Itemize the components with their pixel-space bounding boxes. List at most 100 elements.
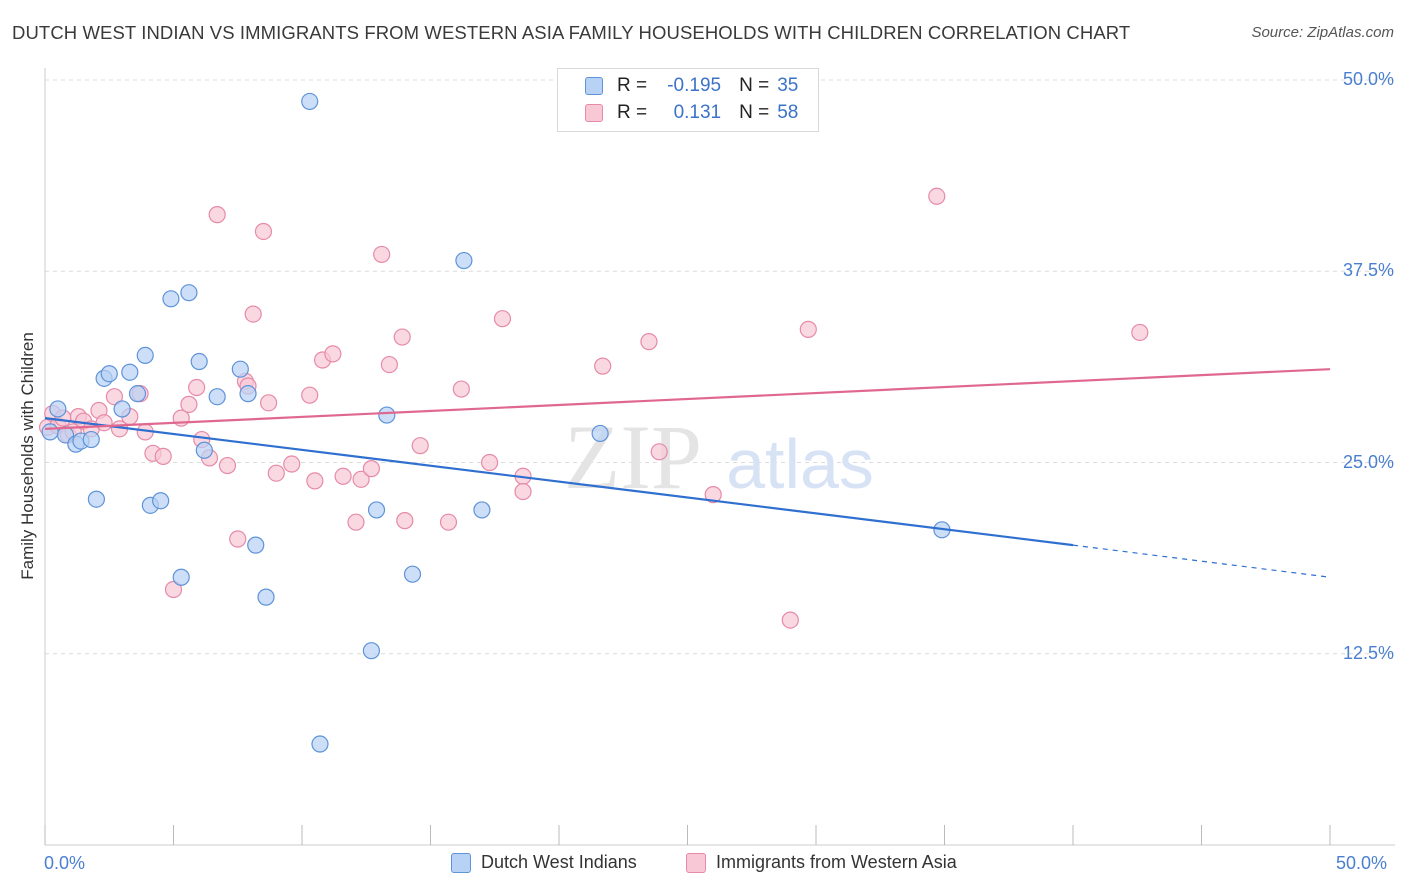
blue-trend-line [44, 417, 1074, 547]
pink-point [154, 447, 172, 465]
pink-point [218, 456, 237, 475]
n-value: 35 [777, 75, 799, 96]
blue-point [82, 430, 100, 449]
pink-point [362, 460, 380, 478]
pink-point [452, 380, 470, 398]
pink-point [799, 320, 817, 338]
pink-point [594, 357, 612, 375]
legend-item-dutch-west-indians: Dutch West Indians [451, 852, 637, 873]
blue-point [49, 400, 67, 418]
blue-point [87, 490, 106, 508]
blue-point [231, 360, 249, 378]
blue-point [190, 352, 208, 371]
blue-point [180, 284, 198, 302]
r-label: R = [617, 102, 648, 123]
legend-label: Dutch West Indians [481, 852, 637, 872]
y-tick-label: 12.5% [1342, 642, 1394, 663]
pink-swatch-icon [686, 852, 706, 873]
chart-title: DUTCH WEST INDIAN VS IMMIGRANTS FROM WES… [12, 22, 1131, 43]
blue-point [403, 565, 422, 583]
pink-point [180, 395, 198, 413]
n-label: N = [739, 102, 770, 123]
pink-point [306, 472, 324, 490]
pink-point [928, 187, 946, 205]
pink-point [352, 470, 370, 488]
pink-point [704, 486, 722, 504]
blue-trend-extension [1072, 544, 1331, 578]
y-tick-label: 37.5% [1342, 260, 1394, 281]
data-points [38, 92, 1149, 753]
n-value: 58 [777, 102, 799, 123]
blue-point [162, 290, 180, 308]
pink-point [439, 513, 458, 531]
pink-point [324, 345, 342, 363]
blue-point [172, 568, 190, 586]
pink-point [283, 455, 301, 473]
pink-point [244, 305, 262, 323]
n-label: N = [739, 75, 770, 96]
pink-point [1131, 323, 1149, 342]
blue-point [195, 441, 213, 459]
pink-point [208, 206, 226, 224]
legend-row-blue: R = -0.195 N = 35 [558, 73, 798, 99]
blue-point [473, 501, 491, 519]
blue-point [41, 423, 59, 441]
pink-point [347, 513, 365, 531]
r-label: R = [617, 75, 648, 96]
pink-point [267, 464, 285, 482]
blue-point [311, 735, 329, 753]
blue-swatch-icon [585, 77, 603, 95]
correlation-legend: R = -0.195 N = 35 R = 0.131 N = 58 [557, 68, 819, 132]
pink-point [254, 222, 273, 241]
blue-point [455, 251, 473, 270]
trend-lines [44, 368, 1331, 578]
pink-point [105, 388, 123, 406]
blue-point [362, 642, 380, 660]
pink-point [411, 437, 429, 455]
watermark-zip: ZIP [564, 406, 702, 508]
blue-point [100, 365, 118, 383]
blue-swatch-icon [451, 852, 471, 873]
y-tick-label: 50.0% [1342, 69, 1394, 89]
pink-point [373, 245, 391, 264]
pink-point [781, 611, 799, 629]
blue-point [152, 492, 170, 510]
pink-point [481, 453, 499, 472]
pink-point [493, 310, 512, 328]
blue-point [301, 92, 319, 111]
legend-label: Immigrants from Western Asia [716, 852, 957, 872]
pink-point [514, 482, 532, 501]
blue-point [257, 588, 275, 606]
pink-point [650, 443, 668, 461]
pink-point [334, 467, 352, 485]
x-tick-max: 50.0% [1336, 853, 1388, 873]
blue-point [208, 388, 226, 406]
blue-point [367, 501, 386, 519]
pink-point [393, 328, 411, 346]
blue-point [247, 536, 265, 554]
pink-point [259, 394, 278, 412]
pink-point [396, 512, 414, 530]
legend-row-pink: R = 0.131 N = 58 [558, 100, 798, 126]
legend-item-immigrants-western-asia: Immigrants from Western Asia [686, 852, 957, 873]
pink-point [301, 386, 319, 404]
blue-point [591, 424, 609, 443]
blue-point [378, 406, 396, 424]
pink-point [229, 530, 247, 548]
watermark-atlas: atlas [726, 425, 874, 503]
pink-point [95, 414, 113, 432]
pink-point [640, 333, 658, 351]
blue-point [136, 346, 154, 364]
blue-point [239, 385, 257, 403]
pink-point [164, 580, 183, 599]
blue-point [113, 400, 131, 418]
blue-point [121, 363, 139, 381]
pink-point [188, 378, 206, 397]
x-tick-min: 0.0% [44, 853, 86, 873]
r-value: 0.131 [673, 102, 722, 123]
source-label: Source: ZipAtlas.com [1251, 24, 1394, 41]
blue-point [128, 385, 147, 403]
y-tick-label: 25.0% [1342, 451, 1394, 472]
pink-point [380, 355, 398, 374]
